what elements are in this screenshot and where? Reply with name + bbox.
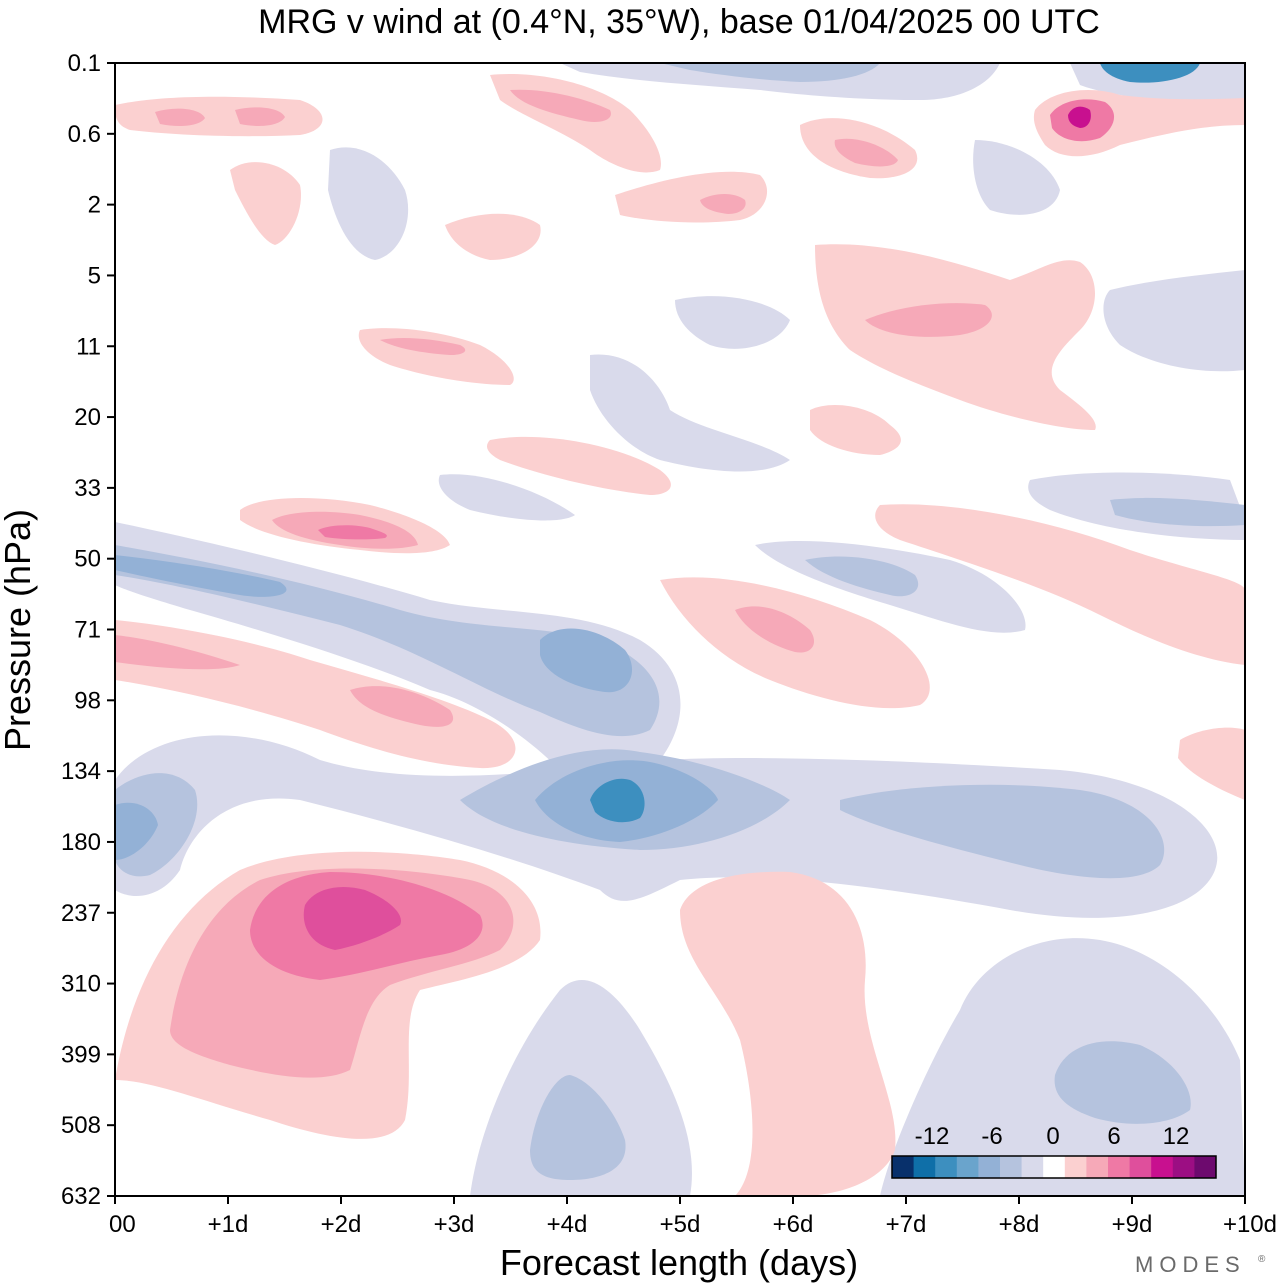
- contour-neg-lower-right-core: [1054, 1041, 1191, 1124]
- contour-neg-upper-3: [675, 296, 790, 349]
- colorbar-swatch: [956, 1156, 979, 1178]
- contour-pos-2-mid: [445, 213, 541, 260]
- colorbar-swatch: [913, 1156, 936, 1178]
- colorbar-swatch: [978, 1156, 1001, 1178]
- chart-title: MRG v wind at (0.4°N, 35°W), base 01/04/…: [258, 3, 1100, 41]
- contour-neg-top-band: [560, 63, 1000, 100]
- colorbar-swatch: [1172, 1156, 1195, 1178]
- contour-pos-5-right-core: [865, 303, 992, 337]
- y-tick-label: 11: [76, 333, 101, 360]
- x-tick-label: +10d: [1223, 1211, 1277, 1238]
- x-tick-label: +9d: [1112, 1211, 1153, 1238]
- contour-pos-06-left: [115, 96, 323, 137]
- contour-pos-06-left-core: [155, 107, 285, 126]
- colorbar-tick-label: -6: [981, 1123, 1002, 1150]
- y-tick-label: 180: [61, 829, 101, 856]
- colorbar-tick-label: 0: [1046, 1123, 1059, 1150]
- y-tick-label: 310: [61, 971, 101, 998]
- contour-neg-right-180: [840, 784, 1165, 879]
- contour-pos-2-right-core: [700, 194, 746, 214]
- colorbar-swatch: [1064, 1156, 1087, 1178]
- y-tick-label: 237: [61, 900, 101, 927]
- contour-neg-upper-1: [328, 147, 409, 260]
- contour-pos-left-71-outer: [115, 620, 516, 769]
- y-tick-label: 33: [74, 475, 101, 502]
- y-tick-label: 98: [74, 687, 101, 714]
- colorbar-swatch: [1194, 1156, 1217, 1178]
- contour-pos-left-71-mid: [115, 635, 454, 727]
- y-tick-label: 50: [74, 546, 101, 573]
- colorbar-tick-label: 6: [1107, 1123, 1120, 1150]
- contour-pos-33-core: [318, 525, 387, 540]
- y-axis: 0.1 0.6 2 5 11 20 33 50 71 98 134 180 237 310 399 508 63…: [61, 50, 115, 1210]
- colorbar-swatch: [1043, 1156, 1066, 1178]
- x-tick-label: 00: [109, 1211, 136, 1238]
- contour-pos-50-right: [875, 504, 1245, 665]
- y-tick-label: 71: [74, 617, 101, 644]
- plot-area: [115, 63, 1245, 1196]
- x-axis-label: Forecast length (days): [500, 1242, 858, 1283]
- contour-neg-mid-4: [438, 474, 575, 521]
- y-tick-label: 632: [61, 1183, 101, 1210]
- y-tick-label: 508: [61, 1112, 101, 1139]
- colorbar-swatch: [892, 1156, 915, 1178]
- contour-neg-left-180-core: [115, 802, 158, 860]
- y-axis-label: Pressure (hPa): [0, 509, 38, 751]
- colorbar-swatch: [1108, 1156, 1131, 1178]
- colorbar-swatch: [1086, 1156, 1109, 1178]
- y-tick-label: 5: [88, 262, 101, 289]
- contour-neg-mid-3-core: [805, 556, 919, 597]
- x-tick-label: +3d: [434, 1211, 475, 1238]
- contour-pos-20-band: [487, 436, 671, 495]
- contour-neg-mid-1: [590, 354, 790, 472]
- x-tick-label: +1d: [208, 1211, 249, 1238]
- x-tick-label: +4d: [547, 1211, 588, 1238]
- brand-logo-text: MODES: [1135, 1252, 1246, 1277]
- contour-neg-right-5: [1103, 270, 1245, 372]
- x-tick-label: +5d: [660, 1211, 701, 1238]
- contour-pos-06-right-core: [834, 138, 898, 167]
- contour-neg-band-mid-3: [115, 555, 633, 693]
- contour-neg-mid-2-core: [1110, 497, 1245, 527]
- colorbar: -12 -6 0 6 12: [891, 1123, 1217, 1179]
- contour-neg-lower-mid-core: [530, 1075, 626, 1180]
- colorbar-swatch: [1151, 1156, 1174, 1178]
- contour-pos-lower-mid: [680, 871, 896, 1196]
- contour-neg-134-core: [590, 778, 645, 823]
- y-tick-label: 399: [61, 1041, 101, 1068]
- contour-neg-upper-2: [973, 140, 1060, 215]
- contour-pos-5-right-outer: [815, 244, 1096, 430]
- contour-pos-06-mid-core: [510, 89, 611, 122]
- contour-pos-11-band-core: [380, 337, 466, 355]
- contour-pos-237-core: [303, 886, 401, 950]
- contour-pos-20-right: [810, 405, 901, 455]
- contour-pos-06-farright-core: [1068, 106, 1091, 128]
- x-tick-label: +6d: [773, 1211, 814, 1238]
- colorbar-swatch: [1000, 1156, 1023, 1178]
- colorbar-swatch: [1129, 1156, 1152, 1178]
- x-tick-label: +2d: [321, 1211, 362, 1238]
- x-tick-label: +7d: [886, 1211, 927, 1238]
- x-tick-label: +8d: [999, 1211, 1040, 1238]
- colorbar-frame: [891, 1155, 1217, 1179]
- contour-neg-upper-right-core: [1100, 63, 1200, 83]
- x-axis: 00 +1d +2d +3d +4d +5d +6d +7d +8d +9d +10d: [109, 1196, 1277, 1238]
- colorbar-swatch: [935, 1156, 958, 1178]
- y-tick-label: 134: [61, 758, 101, 785]
- colorbar-tick-label: 12: [1163, 1123, 1190, 1150]
- y-tick-label: 2: [88, 192, 101, 219]
- brand-registered-mark: ®: [1258, 1254, 1266, 1265]
- colorbar-swatch: [1021, 1156, 1044, 1178]
- y-tick-label: 0.6: [68, 121, 101, 148]
- y-tick-label: 20: [74, 404, 101, 431]
- contour-neg-top-band-core: [660, 63, 880, 82]
- colorbar-tick-label: -12: [915, 1123, 950, 1150]
- contour-pos-right-134: [1178, 727, 1245, 800]
- y-tick-label: 0.1: [68, 50, 101, 77]
- contour-pos-71-right-core: [735, 606, 815, 653]
- contour-pos-2-left: [230, 162, 301, 245]
